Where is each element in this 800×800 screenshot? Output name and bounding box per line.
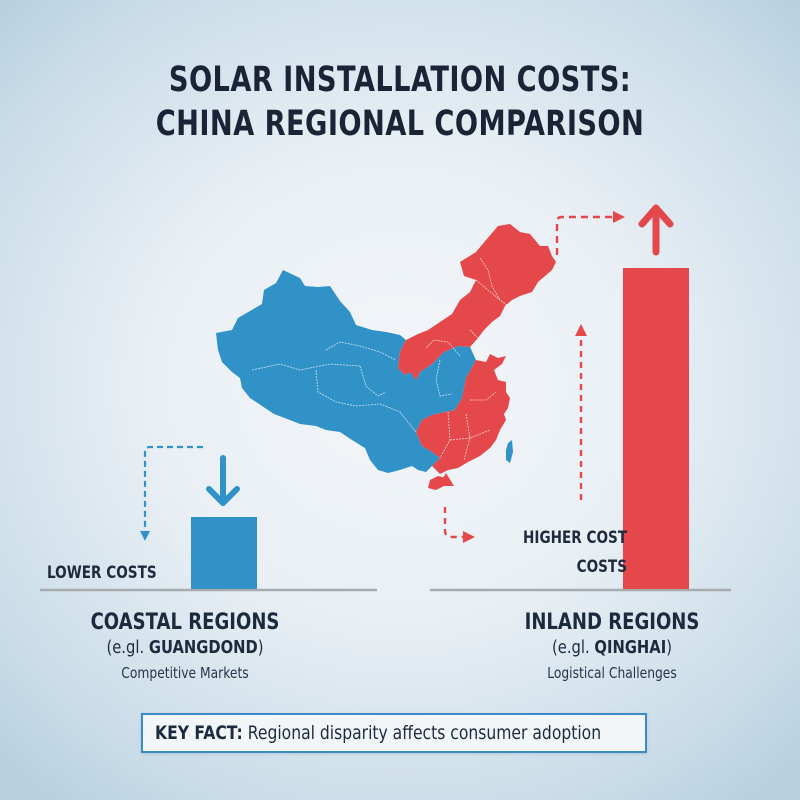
inland-regions-caption: INLAND REGIONS (e.gl. QINGHAI) Logistica… (481, 610, 743, 686)
inland-regions-title: INLAND REGIONS (524, 610, 700, 635)
blue-dashed-connector (140, 445, 203, 541)
coastal-subtitle: Competitive Markets (121, 664, 249, 682)
higher-costs-line-2: COSTS (576, 557, 627, 577)
inland-example-prefix: (e.gl. (552, 637, 595, 658)
higher-costs-line-1: HIGHER COST (523, 528, 628, 548)
china-map (216, 224, 556, 490)
coastal-example: (e.gl. GUANGDOND) (54, 636, 316, 660)
page-title: SOLAR INSTALLATION COSTS: CHINA REGIONAL… (88, 58, 712, 146)
key-fact-body: Regional disparity affects consumer adop… (242, 722, 602, 744)
down-arrow-icon (206, 455, 240, 506)
inland-cost-bar (623, 268, 689, 589)
key-fact-box: KEY FACT: Regional disparity affects con… (141, 713, 647, 753)
coastal-example-suffix: ) (257, 637, 264, 658)
higher-costs-label: HIGHER COST COSTS (523, 524, 627, 582)
map-hainan (428, 476, 446, 490)
coastal-example-prefix: (e.gl. (106, 637, 149, 658)
inland-example: (e.gl. QINGHAI) (481, 636, 743, 660)
coastal-regions-title: COASTAL REGIONS (90, 610, 280, 635)
title-line-2: CHINA REGIONAL COMPARISON (155, 104, 645, 144)
red-small-up-arrowhead (438, 473, 454, 486)
coastal-regions-caption: COASTAL REGIONS (e.gl. GUANGDOND) Compet… (54, 610, 316, 686)
lower-costs-label: LOWER COSTS (47, 563, 157, 583)
inland-example-suffix: ) (666, 637, 672, 658)
map-taiwan (506, 440, 513, 463)
key-fact-label: KEY FACT: (155, 722, 243, 744)
inland-subtitle: Logistical Challenges (547, 664, 677, 682)
map-inland-blue-region (216, 270, 476, 473)
coastal-example-name: GUANGDOND (148, 637, 258, 658)
coastal-cost-bar (191, 517, 257, 589)
up-arrow-icon (638, 204, 674, 256)
inland-example-name: QINGHAI (594, 637, 667, 658)
map-coastal-red-east (416, 354, 510, 474)
map-coastal-red-region (398, 224, 556, 380)
key-fact-text: KEY FACT: Regional disparity affects con… (155, 722, 601, 744)
red-dashed-connector-top (555, 211, 625, 255)
title-line-1: SOLAR INSTALLATION COSTS: (168, 60, 632, 100)
red-dashed-connector-bottom (443, 507, 475, 543)
